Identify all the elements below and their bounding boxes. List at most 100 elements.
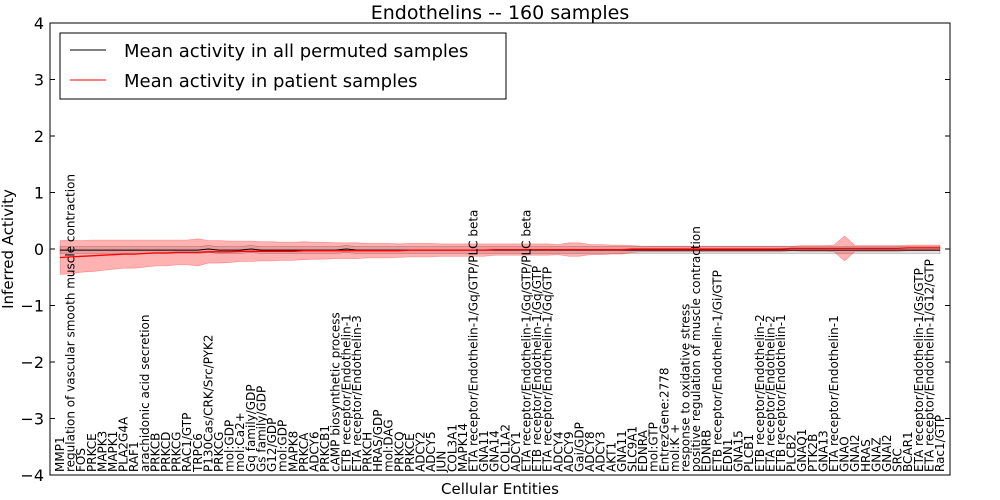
x-tick-label: MAPK8 xyxy=(286,431,300,472)
x-tick-label: ETA receptor/Endothelin-1/G12/GTP xyxy=(922,259,936,472)
x-tick-label: GNA11 xyxy=(615,430,629,472)
x-tick-label: GNAZ xyxy=(869,437,883,472)
x-tick-label: ADCY2 xyxy=(414,431,428,472)
x-tick-label: ETA receptor/Endothelin-1/Gq/GTP/PLC bet… xyxy=(520,210,534,472)
x-tick-label: ETB receptor/Endothelin-1 xyxy=(774,314,788,472)
y-tick-label: 2 xyxy=(34,127,44,146)
x-tick-label: RAF1 xyxy=(127,441,141,472)
x-tick-label: PRKCE xyxy=(403,433,417,472)
y-tick-label: 4 xyxy=(34,14,44,33)
y-tick-label: −4 xyxy=(20,466,44,485)
x-tick-label: Gai/GDP xyxy=(573,422,587,472)
x-tick-label: Gq family/GDP xyxy=(244,384,258,472)
x-tick-label: PLA2G4A xyxy=(117,416,131,472)
x-tick-label: cAMP biosynthetic process xyxy=(329,312,343,472)
x-tick-label: mol:Ca2+ xyxy=(233,412,247,472)
x-tick-label: PRKCB xyxy=(148,433,162,472)
x-tick-label: FOS xyxy=(74,448,88,472)
x-tick-label: MAPK1 xyxy=(106,431,120,472)
y-tick-label: −1 xyxy=(20,297,44,316)
x-tick-label: ETA receptor/Endothelin-3 xyxy=(350,315,364,472)
x-tick-label: PRKCG xyxy=(212,432,226,472)
x-tick-label: ADCY4 xyxy=(551,431,565,472)
legend-label-permuted: Mean activity in all permuted samples xyxy=(124,41,468,62)
x-tick-label: GNAI2 xyxy=(848,434,862,472)
x-tick-label: AKT1 xyxy=(604,442,618,472)
x-tick-label: mol:K + xyxy=(668,424,682,472)
y-tick-label: −2 xyxy=(20,353,44,372)
x-tick-label: BCAR1 xyxy=(901,431,915,472)
legend-box xyxy=(59,32,507,100)
x-tick-label: ETB receptor/Endothelin-1/Gq/GTP xyxy=(530,266,544,472)
x-tick-label: EDN1 xyxy=(721,439,735,472)
x-tick-label: positive regulation of muscle contractio… xyxy=(689,226,703,472)
x-tick-label: JUN xyxy=(435,451,449,473)
x-tick-label: GNAO xyxy=(838,436,852,472)
y-tick-label: 1 xyxy=(34,184,44,203)
x-tick-label: ETB receptor/Endothelin-1/Gi/GTP xyxy=(710,270,724,472)
x-tick-label: MAPK3 xyxy=(95,431,109,472)
x-tick-label: ETB receptor/Endothelin-2 xyxy=(753,314,767,472)
x-tick-label: ETA receptor/Endothelin-2 xyxy=(763,315,777,472)
x-tick-label: ADCY9 xyxy=(562,431,576,472)
x-tick-label: regulation of vascular smooth muscle con… xyxy=(64,174,78,472)
x-tick-label: mol:GDP xyxy=(223,420,237,472)
x-tick-label: COL3A1 xyxy=(445,424,459,472)
y-tick-label: 0 xyxy=(34,240,44,259)
x-tick-label: COL1A2 xyxy=(498,424,512,472)
x-tick-label: PLCB1 xyxy=(742,434,756,472)
x-tick-label: ADCY1 xyxy=(509,431,523,472)
x-tick-label: ETA receptor/Endothelin-1/Gs/GTP xyxy=(912,268,926,472)
x-tick-label: PRKCG xyxy=(170,432,184,472)
x-tick-label: GNA13 xyxy=(816,430,830,472)
x-tick-label: GNA15 xyxy=(732,430,746,472)
chart-title: Endothelins -- 160 samples xyxy=(371,2,630,24)
x-tick-label: G12/GDP xyxy=(265,418,279,472)
x-tick-label: MAPK14 xyxy=(456,423,470,472)
x-tick-label: ETA receptor/Endothelin-1/Gq/GTP/PLC bet… xyxy=(467,210,481,472)
x-tick-label: arachidonic acid secretion xyxy=(138,315,152,472)
legend-label-patient: Mean activity in patient samples xyxy=(124,71,418,92)
x-tick-label: PRKCD xyxy=(159,432,173,472)
x-tick-label: mol:GTP xyxy=(647,422,661,472)
x-tick-label: EDNRB xyxy=(700,430,714,472)
x-tick-label: P130Cas/CRK/Src/PYK2 xyxy=(201,334,215,472)
x-tick-label: ADCY6 xyxy=(308,431,322,472)
x-tick-label: GNA11 xyxy=(477,430,491,472)
x-tick-label: PLCB2 xyxy=(785,434,799,472)
x-tick-label: PTK2B xyxy=(806,434,820,472)
y-tick-label: 3 xyxy=(34,71,44,90)
x-tick-label: TRPC6 xyxy=(191,433,205,473)
x-tick-label: ADCY5 xyxy=(424,431,438,472)
x-tick-label: RAC1/GTP xyxy=(180,413,194,472)
x-tick-label: PRKCE xyxy=(85,433,99,472)
x-tick-label: PRKCB1 xyxy=(318,425,332,472)
y-axis-label: Inferred Activity xyxy=(0,189,17,309)
x-tick-label: ADCY8 xyxy=(583,431,597,472)
x-tick-label: GNAQ1 xyxy=(795,429,809,472)
y-tick-label: −3 xyxy=(20,410,44,429)
x-tick-label: Rac1/GTP xyxy=(933,415,947,472)
x-tick-label: HRAS/GDP xyxy=(371,409,385,472)
x-axis-label: Cellular Entities xyxy=(441,480,559,498)
x-tick-label: ETA receptor/Endothelin-1/Gq/GTP xyxy=(541,267,555,472)
x-tick-label: HRAS xyxy=(859,439,873,472)
x-tick-label: mol:DAG xyxy=(382,419,396,472)
x-tick-label: EDNRA xyxy=(636,429,650,472)
x-tick-label: ETA receptor/Endothelin-1 xyxy=(827,315,841,472)
x-tick-label: SRC xyxy=(891,448,905,472)
x-tick-label: ETB receptor/Endothelin-1 xyxy=(339,314,353,472)
x-tick-label: ADCY3 xyxy=(594,431,608,472)
legend: Mean activity in all permuted samples Me… xyxy=(59,32,507,100)
x-tick-label: SLC9A1 xyxy=(626,426,640,472)
x-tick-label: PRKCH xyxy=(361,432,375,472)
x-tick-label: PRKCQ xyxy=(392,431,406,472)
x-tick-label: response to oxidative stress xyxy=(679,304,693,472)
x-tick-label: MMP1 xyxy=(53,436,67,472)
x-tick-label: EntrezGene:2778 xyxy=(657,368,671,473)
x-tick-label: GNA14 xyxy=(488,430,502,472)
x-tick-label: GNAI2 xyxy=(880,434,894,472)
series-1-line xyxy=(59,247,940,259)
x-tick-label: mol:GDP xyxy=(276,420,290,472)
